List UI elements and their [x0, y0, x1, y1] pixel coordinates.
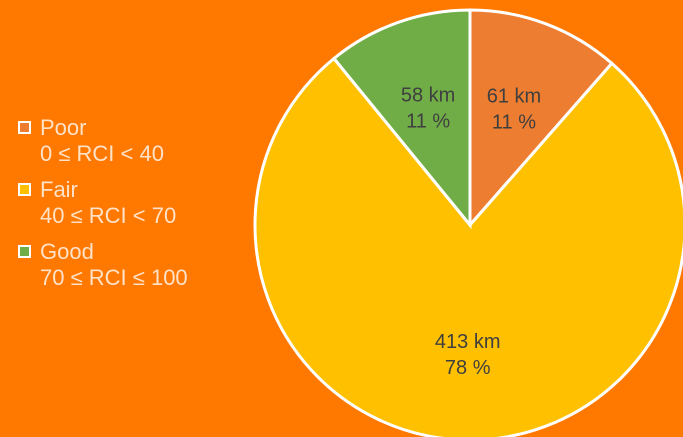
legend-swatch-poor — [18, 121, 31, 134]
pie-slice-fair — [253, 56, 683, 437]
data-label-distance-good: 58 km — [401, 85, 455, 107]
legend-label-fair: Fair — [40, 177, 78, 202]
legend-item-fair: Fair 40 ≤ RCI < 70 — [18, 177, 258, 229]
pie-chart-svg: 61 km 11 % 413 km 78 % 58 km 11 % — [253, 8, 683, 437]
data-label-distance-poor: 61 km — [487, 85, 541, 107]
legend-label-good: Good — [40, 239, 94, 264]
data-label-distance-fair: 413 km — [435, 331, 501, 353]
legend-item-poor: Poor 0 ≤ RCI < 40 — [18, 115, 258, 167]
pie-slice-poor — [468, 8, 614, 229]
legend-range-good: 70 ≤ RCI ≤ 100 — [40, 265, 188, 290]
pie-chart: 61 km 11 % 413 km 78 % 58 km 11 % — [250, 0, 683, 437]
data-label-percent-poor: 11 % — [492, 111, 536, 133]
legend-swatch-fair — [18, 183, 31, 196]
data-label-percent-fair: 78 % — [445, 357, 491, 379]
legend-item-good: Good 70 ≤ RCI ≤ 100 — [18, 239, 258, 291]
legend-swatch-good — [18, 245, 31, 258]
legend-range-fair: 40 ≤ RCI < 70 — [40, 203, 177, 228]
legend-range-poor: 0 ≤ RCI < 40 — [40, 141, 164, 166]
chart-legend: Poor 0 ≤ RCI < 40 Fair 40 ≤ RCI < 70 Goo… — [18, 115, 258, 301]
pie-slice-good — [331, 8, 472, 230]
legend-label-poor: Poor — [40, 115, 87, 140]
data-label-percent-good: 11 % — [406, 111, 450, 133]
